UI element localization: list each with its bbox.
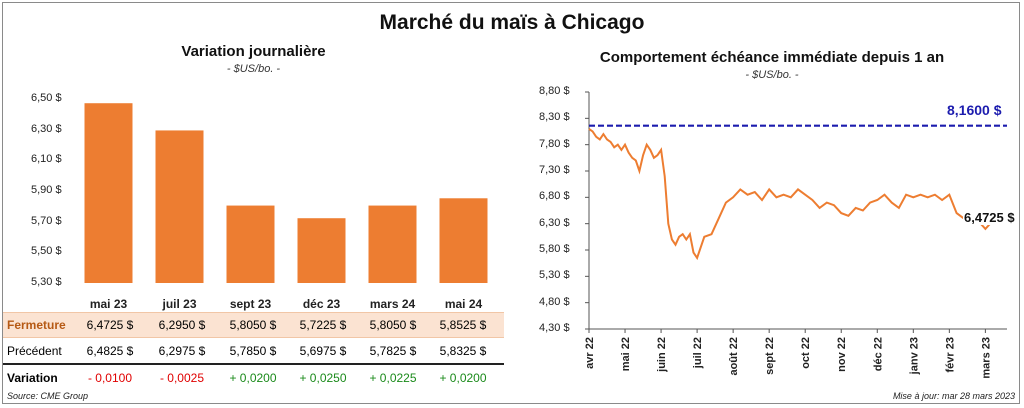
x-tick-label: juil 23: [162, 297, 197, 311]
change-row-label: Variation: [7, 371, 58, 385]
right-panel-title: Comportement échéance immédiate depuis 1…: [599, 49, 945, 66]
closing-value: 6,4725 $: [86, 318, 134, 332]
change-row: Variation - 0,0100 - 0,0025 + 0,0200 + 0…: [3, 366, 504, 390]
previous-row-label: Précédent: [7, 344, 62, 358]
closing-row: Fermeture 6,4725 $ 6,2950 $ 5,8050 $ 5,7…: [3, 312, 504, 338]
x-tick-label: mars 23: [980, 337, 992, 379]
previous-value: 5,7850 $: [229, 344, 277, 358]
change-value: - 0,0100: [87, 371, 133, 385]
bar: [84, 103, 133, 283]
x-tick-label: juin 22: [656, 337, 668, 373]
bar: [297, 218, 346, 283]
previous-value: 6,4825 $: [86, 344, 134, 358]
previous-value: 5,7825 $: [369, 344, 417, 358]
change-value: - 0,0025: [159, 371, 205, 385]
x-tick-label: janv 23: [908, 337, 920, 375]
closing-value: 5,7225 $: [299, 318, 347, 332]
bar: [368, 205, 417, 283]
closing-row-label: Fermeture: [7, 318, 66, 332]
y-tick-label: 5,30 $: [31, 276, 62, 288]
source-note: Source: CME Group: [7, 391, 89, 401]
y-tick-label: 4,80 $: [539, 295, 570, 308]
change-value: + 0,0200: [439, 371, 487, 385]
x-tick-label: déc 22: [872, 337, 884, 371]
y-tick-label: 4,30 $: [539, 322, 570, 334]
change-value: + 0,0225: [369, 371, 417, 385]
x-tick-label: déc 23: [302, 297, 341, 311]
right-panel-unit: - $US/bo. -: [745, 69, 799, 81]
price-series-line: [588, 128, 1008, 261]
last-value-label: 6,4725 $: [963, 209, 1016, 225]
closing-value: 5,8050 $: [369, 318, 417, 332]
reference-value-label: 8,1600 $: [947, 102, 1002, 118]
y-tick-label: 7,30 $: [539, 164, 570, 176]
previous-row: Précédent 6,4825 $ 6,2975 $ 5,7850 $ 5,6…: [3, 339, 504, 365]
x-tick-label: mai 24: [444, 297, 483, 311]
x-tick-label: sept 23: [229, 297, 272, 311]
x-tick-label: mai 23: [89, 297, 128, 311]
x-tick-label: mai 22: [620, 337, 632, 371]
x-tick-label: juil 22: [692, 337, 704, 369]
y-tick-label: 6,80 $: [539, 190, 570, 203]
left-panel-title: Variation journalière: [181, 43, 326, 60]
page-title: Marché du maïs à Chicago: [379, 11, 645, 34]
chart-canvas: avr 22 mai 22 juin 22 juil 22 août 22 sept 22…: [84, 91, 1008, 379]
change-value: + 0,0250: [299, 371, 347, 385]
y-tick-label: 6,50 $: [31, 92, 62, 104]
x-tick-label: mars 24: [369, 297, 416, 311]
closing-value: 5,8050 $: [229, 318, 277, 332]
bar: [439, 198, 488, 283]
left-panel-unit: - $US/bo. -: [226, 63, 281, 75]
previous-value: 5,8325 $: [439, 344, 487, 358]
bar: [155, 130, 204, 283]
change-value: + 0,0200: [229, 371, 277, 385]
x-tick-label: oct 22: [800, 337, 812, 369]
y-tick-label: 5,50 $: [31, 245, 62, 258]
x-tick-label: nov 22: [836, 337, 848, 372]
y-tick-label: 6,10 $: [31, 153, 62, 166]
closing-value: 6,2950 $: [158, 318, 206, 332]
closing-value: 5,8525 $: [439, 318, 487, 332]
x-tick-label: sept 22: [764, 337, 776, 375]
y-tick-label: 6,30 $: [31, 122, 62, 135]
y-tick-label: 6,30 $: [539, 216, 570, 229]
x-tick-label: avr 22: [584, 337, 596, 369]
y-tick-label: 5,70 $: [31, 214, 62, 227]
bar: [226, 205, 275, 283]
y-tick-label: 7,80 $: [539, 137, 570, 150]
y-tick-label: 5,80 $: [539, 243, 570, 255]
previous-value: 5,6975 $: [299, 344, 347, 358]
chart-frame: Marché du maïs à Chicago Variation journ…: [2, 2, 1020, 404]
x-tick-label: août 22: [728, 337, 740, 376]
previous-value: 6,2975 $: [158, 344, 206, 358]
y-tick-label: 5,30 $: [539, 269, 570, 282]
x-tick-label: févr 23: [944, 337, 956, 372]
y-tick-label: 8,30 $: [539, 111, 570, 124]
y-tick-label: 8,80 $: [539, 85, 570, 97]
update-note: Mise à jour: mar 28 mars 2023: [892, 391, 1015, 401]
y-tick-label: 5,90 $: [31, 184, 62, 196]
